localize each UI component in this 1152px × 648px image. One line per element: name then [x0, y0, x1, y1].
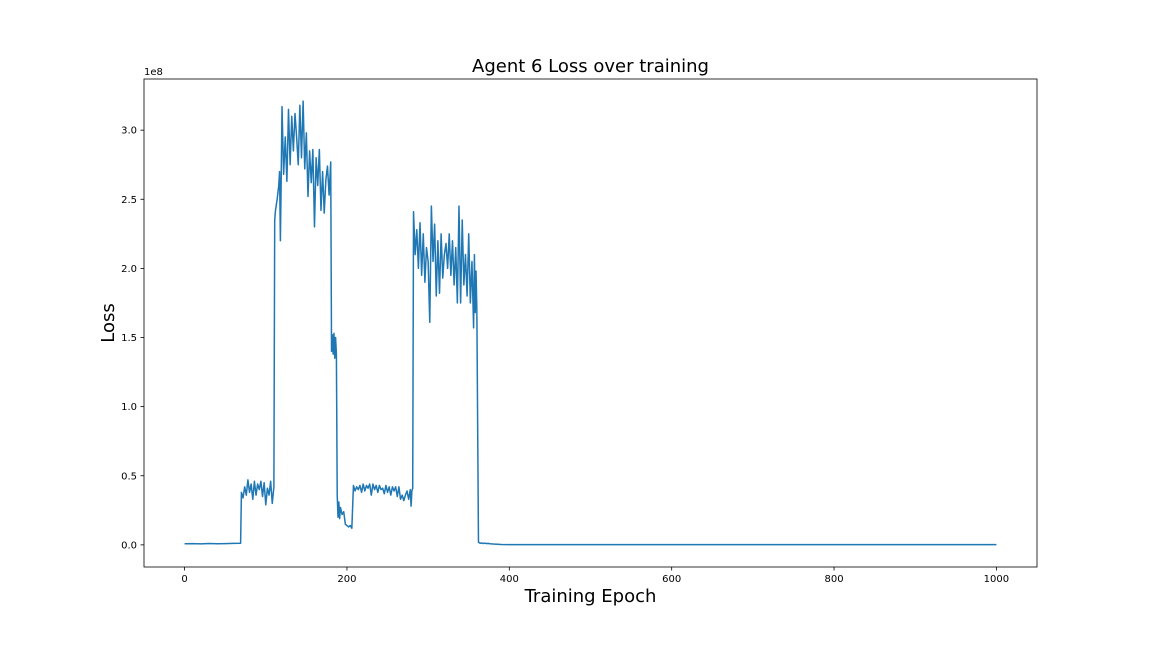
y-tick-label: 0.5 [121, 471, 137, 482]
x-tick-label: 800 [824, 574, 843, 585]
y-tick-label: 1.5 [121, 333, 137, 344]
y-offset-text: 1e8 [144, 67, 163, 78]
x-axis: 0 200 400 600 800 1000 [181, 567, 1009, 585]
y-tick-label: 2.5 [121, 195, 137, 206]
x-tick-label: 200 [337, 574, 356, 585]
x-axis-label: Training Epoch [524, 586, 657, 607]
plot-area [184, 100, 997, 546]
x-tick-label: 1000 [984, 574, 1009, 585]
loss-series-line [184, 100, 997, 546]
y-axis: 0.0 0.5 1.0 1.5 2.0 2.5 3.0 [121, 126, 144, 551]
x-tick-label: 400 [500, 574, 519, 585]
y-tick-label: 0.0 [121, 540, 137, 551]
x-tick-label: 600 [662, 574, 681, 585]
y-tick-label: 1.0 [121, 402, 137, 413]
axes-frame [143, 78, 1038, 568]
y-axis-label: Loss [98, 303, 119, 342]
y-tick-label: 3.0 [121, 126, 137, 137]
x-tick-label: 0 [181, 574, 187, 585]
chart-title: Agent 6 Loss over training [472, 56, 709, 77]
y-tick-label: 2.0 [121, 264, 137, 275]
